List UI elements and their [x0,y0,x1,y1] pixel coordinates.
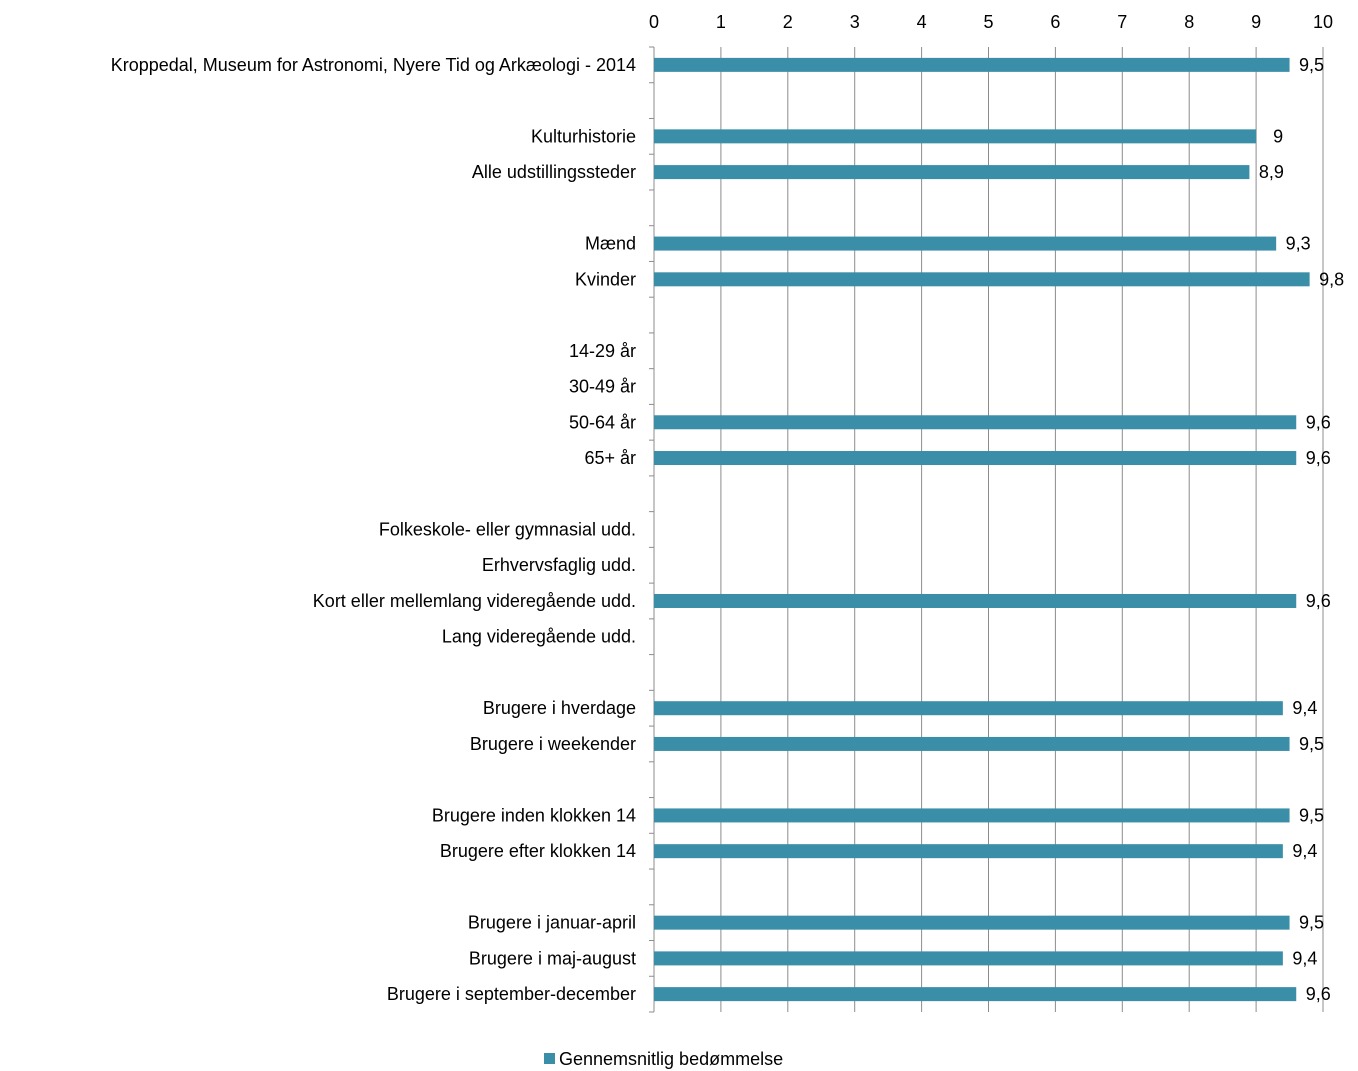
category-label: Kort eller mellemlang videregående udd. [313,591,636,611]
category-label: Brugere efter klokken 14 [440,841,636,861]
data-label: 9,6 [1306,448,1331,468]
category-label: 14-29 år [569,341,636,361]
x-tick-label: 8 [1184,12,1194,32]
category-label: Erhvervsfaglig udd. [482,555,636,575]
legend-swatch [544,1053,555,1064]
category-label: 65+ år [584,448,636,468]
bar [654,593,1297,608]
category-label: Brugere inden klokken 14 [432,805,636,825]
category-label: Lang videregående udd. [442,627,636,647]
data-label: 9,3 [1286,234,1311,254]
category-label: Brugere i september-december [387,984,636,1004]
data-label: 9,6 [1306,591,1331,611]
data-label: 9 [1273,126,1283,146]
category-label: Kroppedal, Museum for Astronomi, Nyere T… [111,55,636,75]
bar [654,987,1297,1002]
x-tick-label: 6 [1050,12,1060,32]
x-tick-label: 5 [983,12,993,32]
category-label: 50-64 år [569,412,636,432]
data-label: 9,4 [1292,948,1317,968]
data-label: 9,5 [1299,913,1324,933]
data-label: 8,9 [1259,162,1284,182]
bar [654,808,1290,823]
gridlines [720,47,1324,1012]
x-tick-label: 2 [783,12,793,32]
data-label: 9,5 [1299,55,1324,75]
data-label: 9,5 [1299,805,1324,825]
bar [654,701,1283,716]
bar [654,415,1297,430]
bar [654,272,1310,287]
category-label: Brugere i maj-august [469,948,636,968]
data-label: 9,4 [1292,841,1317,861]
x-tick-label: 9 [1251,12,1261,32]
bar [654,57,1290,72]
category-label: Alle udstillingssteder [472,162,636,182]
x-tick-label: 10 [1313,12,1333,32]
x-tick-label: 7 [1117,12,1127,32]
bar [654,451,1297,466]
bar [654,915,1290,930]
bars [654,57,1310,1002]
bar [654,236,1277,251]
category-label: Brugere i januar-april [468,913,636,933]
category-label: Brugere i weekender [470,734,636,754]
value-labels: 9,5 9 8,9 9,3 9,8 9,6 9,6 9,6 9,4 9,5 9,5 9,4 9,5 9,4… [1259,55,1344,1004]
data-label: 9,4 [1292,698,1317,718]
x-tick-label: 0 [649,12,659,32]
category-label: Mænd [585,234,636,254]
data-label: 9,6 [1306,412,1331,432]
category-label: Brugere i hverdage [483,698,636,718]
bar [654,736,1290,751]
x-tick-label: 4 [917,12,927,32]
bar [654,951,1283,966]
category-label: Folkeskole- eller gymnasial udd. [379,520,636,540]
x-axis-ticks: 0 1 2 3 4 5 6 7 8 9 10 [649,12,1333,32]
category-label: Kvinder [575,269,636,289]
bar [654,129,1257,144]
category-label: Kulturhistorie [531,126,636,146]
legend: Gennemsnitlig bedømmelse [544,1049,783,1069]
x-tick-label: 3 [850,12,860,32]
legend-label: Gennemsnitlig bedømmelse [559,1049,783,1069]
data-label: 9,6 [1306,984,1331,1004]
x-tick-label: 1 [716,12,726,32]
category-labels: Kroppedal, Museum for Astronomi, Nyere T… [111,55,636,1004]
bar [654,165,1250,180]
data-label: 9,5 [1299,734,1324,754]
category-axis [649,46,655,1013]
category-label: 30-49 år [569,377,636,397]
data-label: 9,8 [1319,269,1344,289]
bar [654,844,1283,859]
